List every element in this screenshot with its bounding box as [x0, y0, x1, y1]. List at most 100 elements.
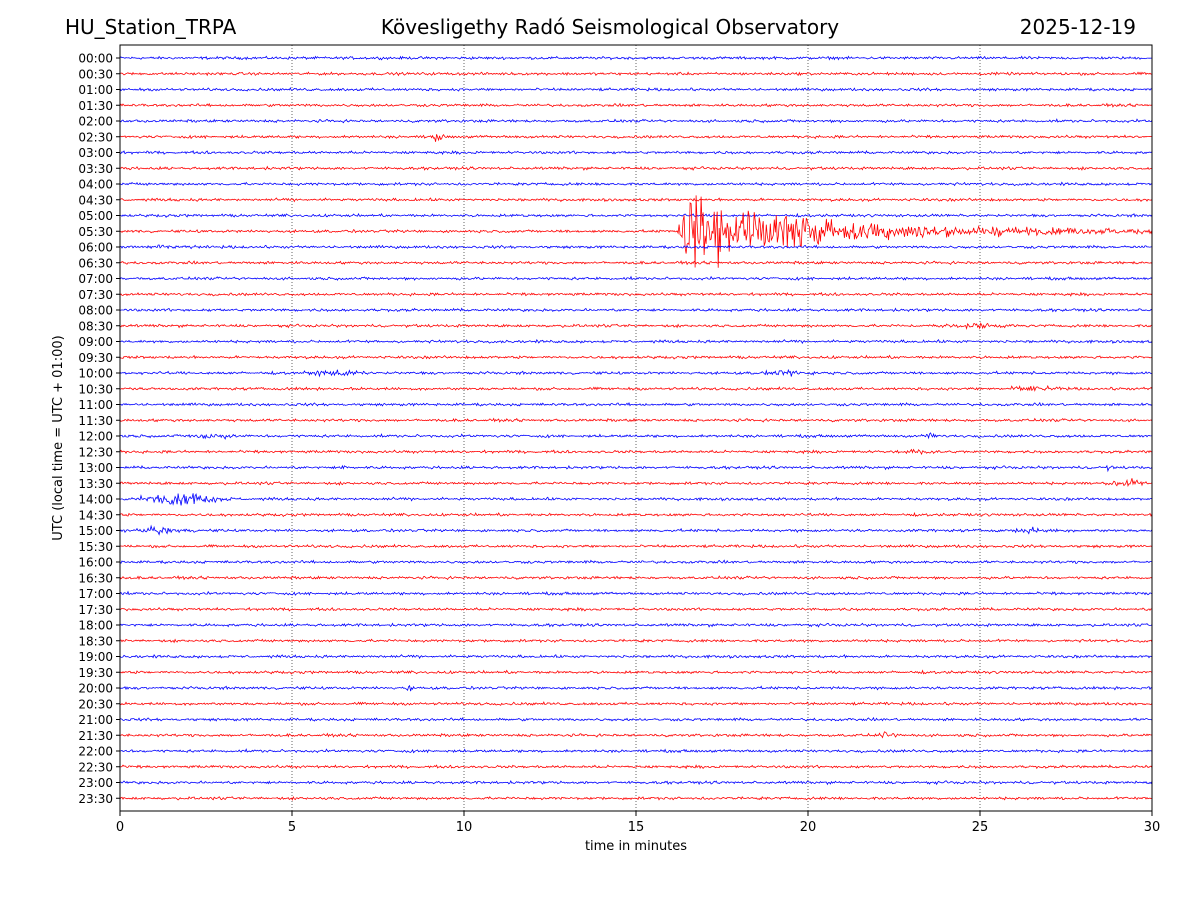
x-tick-label: 30	[1144, 820, 1161, 835]
trace-2200	[119, 748, 1153, 754]
hour-label: 17:00	[78, 587, 113, 601]
trace-0600	[119, 244, 1153, 250]
hour-label: 00:00	[78, 52, 113, 66]
trace-2300	[119, 779, 1153, 786]
hour-label: 16:30	[78, 571, 113, 585]
hour-label: 02:00	[78, 115, 113, 129]
trace-0430	[119, 197, 1153, 203]
hour-label: 20:30	[78, 697, 113, 711]
x-tick-label: 20	[800, 820, 817, 835]
x-tick-label: 0	[116, 820, 124, 835]
hour-label: 06:00	[78, 241, 113, 255]
hour-label: 07:00	[78, 272, 113, 286]
x-tick-label: 10	[456, 820, 473, 835]
trace-1830	[119, 638, 1153, 644]
trace-0100	[119, 86, 1153, 92]
trace-0400	[119, 181, 1153, 187]
trace-1700	[119, 590, 1153, 596]
trace-0830	[119, 322, 1153, 330]
hour-label: 13:30	[78, 477, 113, 491]
hour-label: 14:30	[78, 508, 113, 522]
hour-label: 17:30	[78, 603, 113, 617]
trace-0330	[119, 165, 1153, 171]
trace-1300	[119, 464, 1153, 473]
hour-label: 10:30	[78, 382, 113, 396]
hour-label: 11:30	[78, 414, 113, 428]
hour-label: 12:00	[78, 430, 113, 444]
trace-1530	[119, 543, 1153, 549]
hour-label: 18:30	[78, 634, 113, 648]
trace-1130	[119, 417, 1153, 423]
hour-label: 16:00	[78, 556, 113, 570]
trace-1000	[119, 368, 1153, 378]
x-axis-label: time in minutes	[585, 839, 687, 854]
x-tick-label: 25	[972, 820, 989, 835]
trace-0730	[119, 291, 1153, 297]
trace-0930	[119, 354, 1153, 360]
trace-1930	[119, 669, 1153, 675]
hour-label: 22:00	[78, 745, 113, 759]
trace-1900	[119, 653, 1153, 660]
trace-2230	[120, 764, 1153, 770]
trace-0300	[119, 149, 1153, 156]
hour-label: 23:30	[78, 792, 113, 806]
hour-label: 03:30	[78, 162, 113, 176]
hour-label: 00:30	[78, 67, 113, 81]
x-tick-label: 5	[288, 820, 296, 835]
y-axis-label: UTC (local time = UTC + 01:00)	[51, 335, 66, 540]
observatory-title: Kövesligethy Radó Seismological Observat…	[380, 15, 840, 39]
trace-1600	[119, 559, 1153, 565]
trace-0500	[119, 212, 1153, 218]
hour-label: 11:00	[78, 398, 113, 412]
hour-label: 01:30	[78, 99, 113, 113]
hour-label: 05:30	[78, 225, 113, 239]
trace-2330	[119, 795, 1153, 801]
trace-1630	[119, 575, 1153, 581]
grid-lines	[291, 45, 981, 811]
hour-label: 15:00	[78, 524, 113, 538]
hour-label: 20:00	[78, 682, 113, 696]
hour-label: 21:00	[78, 713, 113, 727]
trace-2030	[119, 701, 1153, 707]
trace-1730	[119, 606, 1153, 612]
trace-1430	[119, 511, 1153, 518]
hour-label: 19:00	[78, 650, 113, 664]
hour-label: 12:30	[78, 445, 113, 459]
hour-label: 04:00	[78, 178, 113, 192]
hour-label: 14:00	[78, 493, 113, 507]
hour-label: 01:00	[78, 83, 113, 97]
trace-0530	[120, 195, 1153, 268]
hour-label: 09:00	[78, 335, 113, 349]
trace-1330	[119, 478, 1153, 487]
hour-label: 04:30	[78, 193, 113, 207]
trace-1030	[119, 384, 1153, 392]
hour-label: 21:30	[78, 729, 113, 743]
trace-0000	[119, 55, 1152, 61]
trace-2100	[119, 716, 1153, 722]
hour-label: 07:30	[78, 288, 113, 302]
trace-0800	[119, 307, 1153, 313]
trace-rows	[119, 55, 1153, 801]
hour-label: 09:30	[78, 351, 113, 365]
hour-label: 10:00	[78, 367, 113, 381]
date-label: 2025-12-19	[1019, 15, 1136, 39]
x-tick-label: 15	[628, 820, 645, 835]
trace-0630	[120, 260, 1153, 266]
hour-label: 05:00	[78, 209, 113, 223]
trace-1500	[119, 524, 1153, 536]
hour-label: 15:30	[78, 540, 113, 554]
station-label: HU_Station_TRPA	[65, 15, 237, 39]
hour-label: 02:30	[78, 130, 113, 144]
hour-label: 03:00	[78, 146, 113, 160]
trace-0900	[119, 338, 1153, 345]
trace-2000	[119, 684, 1153, 692]
trace-0200	[119, 118, 1153, 124]
hour-label: 06:30	[78, 256, 113, 270]
trace-1400	[119, 493, 1153, 506]
trace-0130	[119, 102, 1153, 108]
x-axis-ticks: 0 5 10 15 20 25 30	[116, 811, 1160, 835]
trace-0700	[119, 275, 1153, 281]
hour-label: 18:00	[78, 619, 113, 633]
